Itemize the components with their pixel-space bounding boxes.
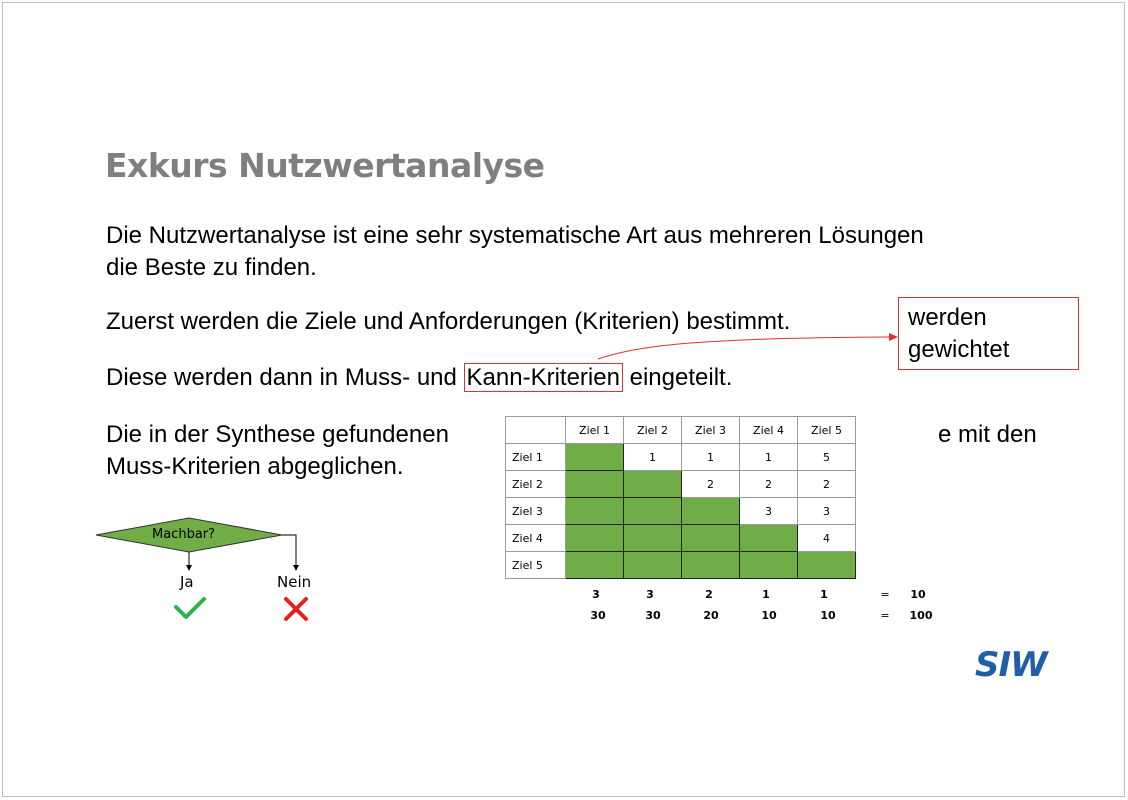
sum-value: 2 <box>705 588 713 601</box>
classification-text-after: eingeteilt. <box>622 364 733 391</box>
matrix-cell: 5 <box>797 443 856 471</box>
callout-line1: werden <box>908 304 987 331</box>
sum-value: 1 <box>820 588 828 601</box>
matrix-header-row: Ziel 1 Ziel 2 Ziel 3 Ziel 4 Ziel 5 <box>505 416 856 444</box>
sum-value: 1 <box>762 588 770 601</box>
paragraph-synthesis-line1: Die in der Synthese gefundenen <box>106 421 449 448</box>
paragraph-synthesis: Die in der Synthese gefundenen Muss-Krit… <box>106 419 449 483</box>
matrix-cell-shaded <box>565 524 624 552</box>
pairwise-comparison-matrix: Ziel 1 Ziel 2 Ziel 3 Ziel 4 Ziel 5 Ziel … <box>505 416 856 579</box>
weight-value: 20 <box>703 609 719 622</box>
callout-line2: gewichtet <box>908 336 1010 363</box>
matrix-cell-shaded <box>681 497 740 525</box>
matrix-cell-shaded <box>623 551 682 579</box>
cross-icon <box>284 597 308 621</box>
siw-logo: SIW <box>975 645 1048 685</box>
sum-equals: = <box>880 588 890 601</box>
weight-value: 10 <box>761 609 777 622</box>
matrix-corner-cell <box>505 416 566 444</box>
matrix-column-header: Ziel 1 <box>565 416 624 444</box>
matrix-column-header: Ziel 4 <box>739 416 798 444</box>
yes-branch-arrowhead <box>186 565 192 571</box>
matrix-row: Ziel 4 4 <box>505 524 856 552</box>
weight-value: 10 <box>820 609 836 622</box>
matrix-row-header: Ziel 3 <box>505 497 566 525</box>
matrix-cell: 2 <box>739 470 798 498</box>
matrix-cell-shaded <box>565 497 624 525</box>
sum-total: 10 <box>910 588 926 601</box>
slide-title: Exkurs Nutzwertanalyse <box>105 146 545 185</box>
matrix-cell: 2 <box>681 470 740 498</box>
kann-kriterien-highlight: Kann-Kriterien <box>463 363 623 392</box>
sum-value: 3 <box>646 588 654 601</box>
no-label: Nein <box>277 573 312 591</box>
paragraph-synthesis-line1-end: e mit den <box>938 421 1037 448</box>
no-branch-arrowhead <box>293 565 299 571</box>
matrix-row-header: Ziel 5 <box>505 551 566 579</box>
matrix-cell-shaded <box>565 470 624 498</box>
matrix-cell-shaded <box>797 551 856 579</box>
weight-value: 30 <box>590 609 606 622</box>
matrix-row: Ziel 3 3 3 <box>505 497 856 525</box>
weight-value: 30 <box>645 609 661 622</box>
matrix-row: Ziel 1 1 1 1 5 <box>505 443 856 471</box>
matrix-row-header: Ziel 1 <box>505 443 566 471</box>
matrix-column-header: Ziel 3 <box>681 416 740 444</box>
matrix-row-header: Ziel 2 <box>505 470 566 498</box>
no-branch-line <box>282 534 297 566</box>
paragraph-intro: Die Nutzwertanalyse ist eine sehr system… <box>106 220 924 284</box>
matrix-column-header: Ziel 5 <box>797 416 856 444</box>
callout-arrowhead <box>889 333 898 341</box>
matrix-cell: 4 <box>797 524 856 552</box>
classification-text-before: Diese werden dann in Muss- und <box>106 364 464 391</box>
weight-total: 100 <box>909 609 933 622</box>
matrix-cell-shaded <box>739 551 798 579</box>
matrix-row-header: Ziel 4 <box>505 524 566 552</box>
matrix-column-header: Ziel 2 <box>623 416 682 444</box>
matrix-cell: 2 <box>797 470 856 498</box>
callout-connector-line <box>597 336 894 360</box>
paragraph-synthesis-line2: Muss-Kriterien abgeglichen. <box>106 453 404 480</box>
matrix-cell: 3 <box>797 497 856 525</box>
decision-question-label: Machbar? <box>152 527 216 542</box>
weight-equals: = <box>880 609 890 622</box>
matrix-cell: 1 <box>623 443 682 471</box>
matrix-cell-shaded <box>739 524 798 552</box>
weighting-callout: werden gewichtet <box>898 297 1079 370</box>
sum-value: 3 <box>592 588 600 601</box>
matrix-cell-shaded <box>565 551 624 579</box>
yes-label: Ja <box>180 573 194 591</box>
paragraph-intro-line1: Die Nutzwertanalyse ist eine sehr system… <box>106 222 924 249</box>
paragraph-criteria: Zuerst werden die Ziele und Anforderunge… <box>106 308 791 335</box>
matrix-row: Ziel 2 2 2 2 <box>505 470 856 498</box>
matrix-cell-shaded <box>623 470 682 498</box>
paragraph-intro-line2: die Beste zu finden. <box>106 254 317 281</box>
checkmark-icon <box>174 597 206 619</box>
matrix-cell-shaded <box>681 551 740 579</box>
matrix-cell: 1 <box>739 443 798 471</box>
matrix-cell-shaded <box>565 443 624 471</box>
matrix-cell-shaded <box>681 524 740 552</box>
matrix-cell-shaded <box>623 497 682 525</box>
matrix-cell: 3 <box>739 497 798 525</box>
matrix-cell-shaded <box>623 524 682 552</box>
matrix-row: Ziel 5 <box>505 551 856 579</box>
paragraph-classification: Diese werden dann in Muss- und Kann-Krit… <box>106 362 732 394</box>
matrix-cell: 1 <box>681 443 740 471</box>
